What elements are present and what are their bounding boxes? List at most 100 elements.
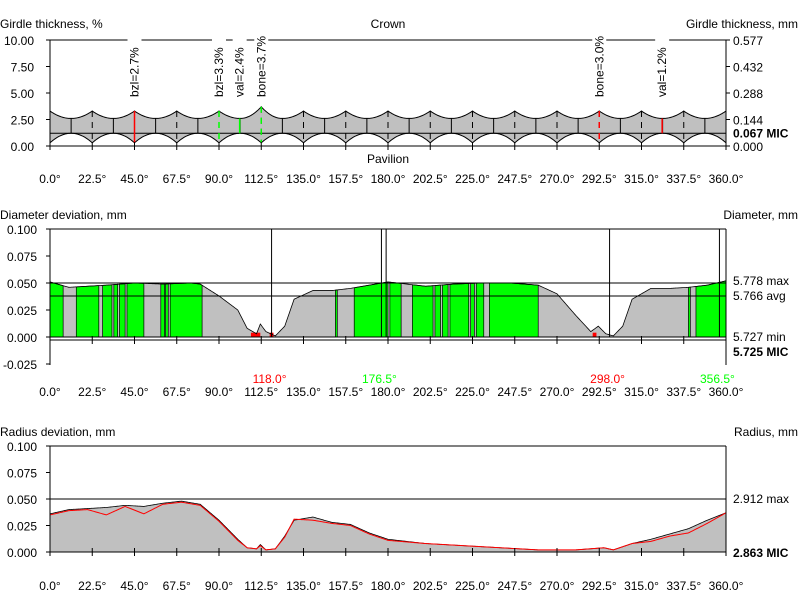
x-tick-label: 180.0° (371, 385, 406, 399)
x-tick-label: 360.0° (709, 579, 744, 593)
in-tolerance-segment (119, 283, 126, 338)
max-label: 2.912 max (733, 492, 789, 506)
x-tick-label: 90.0° (205, 579, 233, 593)
right-axis-title: Girdle thickness, mm (686, 17, 798, 31)
x-tick-label: 135.0° (286, 172, 321, 186)
x-tick-label: 360.0° (709, 385, 744, 399)
x-tick-label: 337.5° (666, 172, 701, 186)
x-tick-label: 315.0° (624, 172, 659, 186)
in-tolerance-segment (75, 285, 100, 338)
in-tolerance-segment (434, 284, 441, 338)
x-tick-label: 22.5° (78, 385, 106, 399)
max-label: 5.778 max (733, 274, 789, 288)
in-tolerance-segment (165, 283, 169, 338)
y-tick-label: -0.025 (3, 358, 37, 372)
x-tick-label: 67.5° (163, 172, 191, 186)
left-axis-title: Radius deviation, mm (0, 425, 115, 439)
left-axis-title: Girdle thickness, % (0, 17, 103, 31)
mic-label: 2.863 MIC (733, 546, 789, 560)
annotation-label: bzl=3.3% (212, 47, 226, 97)
y-tick-label: 0.075 (7, 467, 37, 481)
in-tolerance-segment (489, 282, 539, 338)
x-tick-label: 337.5° (666, 385, 701, 399)
min-label: 5.727 min (733, 330, 786, 344)
x-tick-label: 157.5° (328, 579, 363, 593)
annotation-bg (232, 28, 247, 98)
x-tick-label: 112.5° (244, 579, 278, 593)
marker-label: 298.0° (590, 372, 625, 386)
x-tick-label: 270.0° (540, 579, 575, 593)
x-tick-label: 0.0° (39, 579, 61, 593)
y-tick-right-label: 0.144 (733, 114, 763, 128)
x-tick-label: 270.0° (540, 385, 575, 399)
x-tick-label: 292.5° (582, 172, 617, 186)
x-tick-label: 157.5° (328, 172, 363, 186)
x-tick-label: 135.0° (286, 385, 321, 399)
x-tick-label: 292.5° (582, 579, 617, 593)
x-tick-label: 0.0° (39, 172, 61, 186)
x-tick-label: 45.0° (120, 172, 148, 186)
x-tick-label: 180.0° (371, 579, 406, 593)
annotation-bg (254, 28, 269, 98)
y-tick-label: 2.50 (11, 114, 35, 128)
left-axis-title: Diameter deviation, mm (0, 208, 127, 222)
y-tick-label: 5.00 (11, 87, 35, 101)
right-axis-title: Diameter, mm (723, 208, 798, 222)
y-tick-right-label: 0.432 (733, 61, 763, 75)
crown-label: Crown (371, 17, 406, 31)
x-tick-label: 247.5° (497, 172, 532, 186)
y-tick-label: 7.50 (11, 61, 35, 75)
y-tick-label: 10.00 (4, 34, 34, 48)
out-of-tolerance-segment (592, 332, 597, 337)
x-tick-label: 45.0° (120, 385, 148, 399)
x-tick-label: 112.5° (244, 385, 278, 399)
y-tick-label: 0.075 (7, 250, 37, 264)
in-tolerance-segment (113, 283, 118, 338)
y-tick-label: 0.025 (7, 520, 37, 534)
in-tolerance-segment (695, 280, 727, 338)
in-tolerance-segment (49, 281, 64, 338)
y-tick-label: 0.000 (7, 331, 37, 345)
x-tick-label: 180.0° (371, 172, 406, 186)
x-tick-label: 67.5° (163, 579, 191, 593)
in-tolerance-segment (335, 289, 338, 338)
x-tick-label: 157.5° (328, 385, 363, 399)
avg-label: 5.766 avg (733, 289, 786, 303)
marker-label: 356.5° (700, 372, 735, 386)
x-tick-label: 292.5° (582, 385, 617, 399)
in-tolerance-segment (169, 282, 203, 338)
right-axis-title: Radius, mm (734, 425, 798, 439)
y-tick-right-label: 0.288 (733, 87, 763, 101)
in-tolerance-segment (442, 284, 449, 338)
x-tick-label: 225.0° (455, 579, 490, 593)
mic-label: 5.725 MIC (733, 345, 789, 359)
x-tick-label: 202.5° (413, 579, 448, 593)
annotation-label: val=1.2% (655, 47, 669, 97)
in-tolerance-segment (475, 282, 485, 338)
x-tick-label: 225.0° (455, 172, 490, 186)
annotation-label: bone=3.0% (592, 36, 606, 97)
y-tick-label: 0.025 (7, 304, 37, 318)
annotation-label: bone=3.7% (254, 36, 268, 97)
in-tolerance-segment (389, 281, 402, 338)
annotation-bg (592, 28, 607, 98)
x-tick-label: 202.5° (413, 172, 448, 186)
mic-label: 0.067 MIC (733, 126, 789, 140)
radius-red-line (49, 501, 727, 551)
x-tick-label: 315.0° (624, 385, 659, 399)
marker-label: 176.5° (362, 372, 397, 386)
y-tick-right-label: 0.000 (733, 140, 763, 154)
annotation-label: bzl=2.7% (128, 47, 142, 97)
y-tick-label: 0.100 (7, 223, 37, 237)
x-tick-label: 247.5° (497, 579, 532, 593)
y-tick-label: 0.000 (7, 546, 37, 560)
in-tolerance-segment (160, 283, 165, 338)
x-tick-label: 337.5° (666, 579, 701, 593)
x-tick-label: 22.5° (78, 172, 106, 186)
x-tick-label: 45.0° (120, 579, 148, 593)
x-tick-label: 22.5° (78, 579, 106, 593)
annotation-label: val=2.4% (233, 47, 247, 97)
in-tolerance-segment (449, 283, 470, 338)
y-tick-label: 0.00 (11, 140, 35, 154)
